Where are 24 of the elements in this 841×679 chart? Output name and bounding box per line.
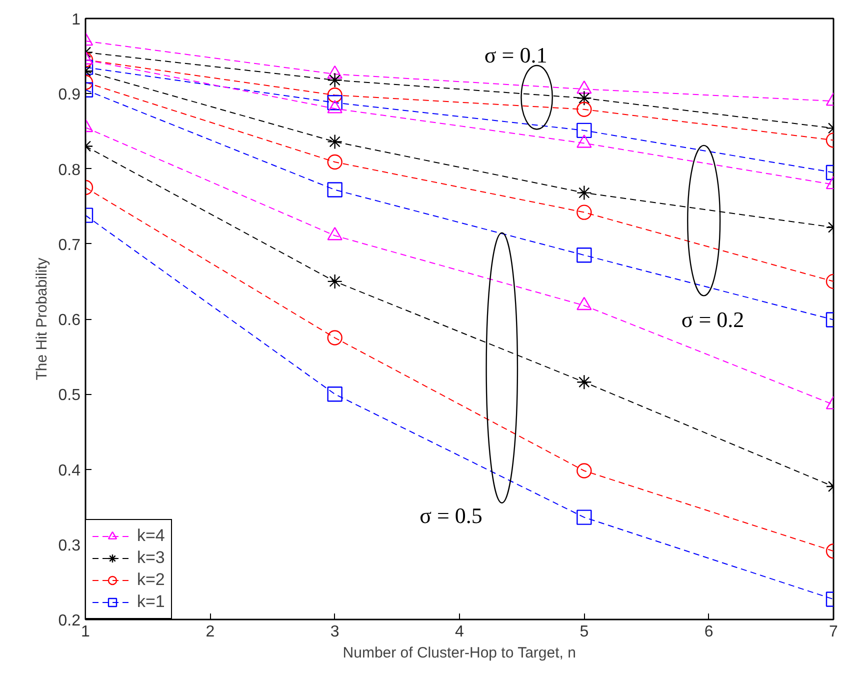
- x-tick-label: 2: [206, 624, 215, 640]
- y-tick-label: 0.9: [58, 86, 81, 104]
- y-axis-title: The Hit Probability: [33, 257, 50, 380]
- x-tick-label: 7: [829, 624, 838, 640]
- y-tick-label: 0.2: [58, 612, 81, 630]
- y-tick-label: 1: [72, 12, 81, 28]
- y-tick-label: 0.8: [58, 162, 81, 179]
- legend-label: k=4: [137, 526, 165, 546]
- annotation: σ = 0.2: [681, 306, 744, 332]
- y-tick-label: 0.7: [58, 236, 81, 254]
- legend-label: k=2: [137, 570, 165, 590]
- x-tick-label: 6: [704, 624, 714, 640]
- y-tick-label: 0.6: [58, 312, 81, 329]
- y-tick-label: 0.4: [58, 462, 81, 480]
- annotation: σ = 0.1: [484, 42, 548, 68]
- x-axis-title: Number of Cluster-Hop to Target, n: [342, 644, 576, 662]
- x-tick-label: 4: [455, 624, 464, 640]
- x-tick-label: 5: [580, 624, 589, 640]
- annotation: σ = 0.5: [420, 502, 482, 528]
- y-tick-label: 0.5: [58, 387, 81, 404]
- legend-label: k=3: [137, 548, 165, 568]
- y-tick-label: 0.3: [58, 537, 81, 554]
- legend-label: k=1: [137, 592, 165, 612]
- x-tick-label: 3: [330, 624, 340, 640]
